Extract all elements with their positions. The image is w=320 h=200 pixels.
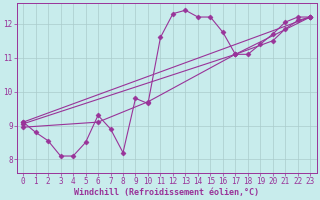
X-axis label: Windchill (Refroidissement éolien,°C): Windchill (Refroidissement éolien,°C) <box>74 188 259 197</box>
